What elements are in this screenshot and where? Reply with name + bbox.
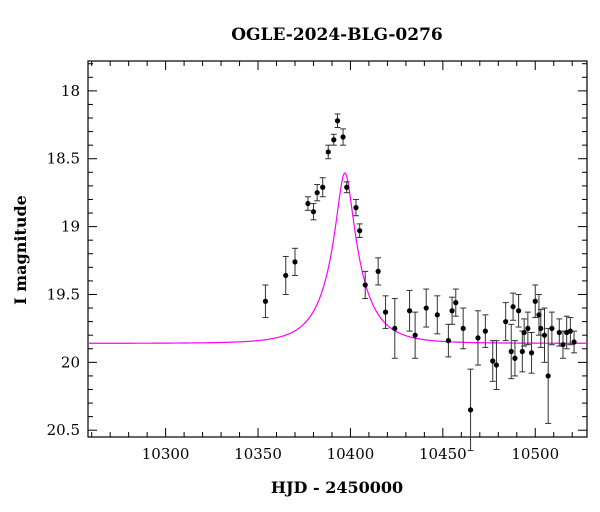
y-tick-label: 19.5: [47, 285, 80, 303]
x-tick-label: 10400: [327, 445, 375, 463]
x-tick-label: 10450: [419, 445, 467, 463]
data-point: [532, 298, 538, 304]
data-point: [508, 348, 514, 355]
data-point: [549, 325, 555, 332]
data-point: [512, 355, 518, 361]
data-point: [460, 325, 466, 332]
data-point: [314, 190, 320, 196]
x-tick-label: 10500: [511, 445, 559, 463]
data-point: [375, 268, 381, 274]
y-tick-label: 20: [61, 353, 80, 371]
data-point: [262, 298, 269, 304]
data-point: [516, 308, 522, 314]
data-point: [545, 373, 551, 379]
chart-title: OGLE-2024-BLG-0276: [231, 25, 443, 45]
y-axis-label: I magnitude: [11, 195, 30, 305]
data-point: [519, 348, 525, 355]
data-point: [305, 200, 311, 207]
data-point: [423, 305, 429, 311]
data-point: [325, 149, 331, 155]
data-point: [525, 325, 531, 332]
data-point: [331, 137, 337, 143]
data-point: [357, 228, 363, 234]
data-point: [528, 350, 535, 356]
y-tick-label: 20.5: [47, 421, 80, 439]
data-point: [510, 304, 516, 310]
data-point: [521, 329, 527, 336]
data-point: [467, 407, 474, 413]
data-point: [406, 308, 413, 314]
data-point: [493, 362, 500, 368]
data-point: [283, 272, 289, 279]
data-point: [320, 184, 326, 190]
data-point: [310, 209, 317, 215]
data-point: [353, 204, 359, 211]
y-tick-label: 19: [61, 218, 80, 236]
data-point: [292, 259, 298, 265]
data-point: [362, 282, 368, 288]
data-point: [571, 339, 577, 345]
model-curve: [88, 172, 587, 344]
x-tick-label: 10350: [234, 445, 282, 463]
data-point: [434, 312, 440, 318]
data-point: [340, 134, 346, 140]
y-tick-label: 18: [61, 82, 80, 100]
data-point: [412, 332, 418, 338]
data-point: [449, 308, 455, 314]
data-point: [538, 325, 544, 332]
data-point: [392, 325, 398, 332]
data-point: [382, 309, 389, 315]
data-point: [334, 118, 341, 124]
y-tick-label: 18.5: [47, 150, 80, 168]
x-axis-label: HJD - 2450000: [271, 478, 403, 497]
data-point: [490, 358, 496, 364]
data-point: [503, 319, 509, 325]
plot-frame: [87, 60, 588, 438]
data-point: [445, 338, 451, 344]
data-point: [536, 312, 542, 318]
data-point: [567, 328, 573, 334]
data-point: [344, 184, 350, 190]
data-point: [475, 335, 481, 341]
plot-area: 10300 10350 10400 10450 10500 18 18.5 19 19.5 20 2…: [47, 60, 588, 463]
data-point: [482, 328, 488, 334]
data-point: [541, 332, 548, 338]
data-point: [453, 300, 459, 306]
data-point: [560, 342, 566, 348]
x-tick-label: 10300: [142, 445, 190, 463]
